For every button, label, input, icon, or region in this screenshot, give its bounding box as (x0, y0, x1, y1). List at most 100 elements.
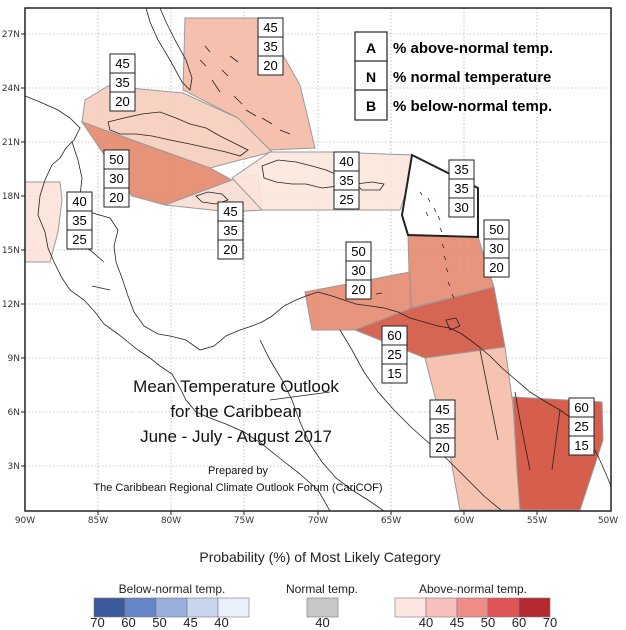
region-value-text: 45 (223, 204, 237, 219)
credit-line: The Caribbean Regional Climate Outlook F… (93, 482, 382, 494)
region-value-text: 40 (339, 154, 353, 169)
region-value-text: 35 (263, 39, 277, 54)
below-scale-number: 60 (121, 615, 135, 630)
region-box-guyana: 45 35 20 (429, 399, 456, 458)
region-value-text: 30 (109, 171, 123, 186)
lon-tick-label: 90W (15, 516, 35, 526)
region-box-cuba: 45 35 20 (109, 53, 136, 112)
puerto-rico-coast (355, 181, 385, 191)
region-value-text: 35 (72, 213, 86, 228)
region-value-cell (66, 229, 93, 250)
region-value-boxes: 4535204535205030204035254535204035253535… (66, 17, 595, 458)
florida-coast (145, 7, 193, 91)
lat-tick-label: 9N (8, 354, 20, 364)
region-box-hispaniola: 40 35 25 (333, 151, 360, 210)
colombia-inland (259, 339, 385, 512)
above-scale-number: 60 (512, 615, 526, 630)
region-value-text: 20 (223, 242, 237, 257)
region-value-text: 25 (72, 232, 86, 247)
probability-scale: 70 60 50 45 40 40 40 45 50 60 70 (90, 597, 557, 630)
region-value-text: 60 (574, 400, 588, 415)
region-value-cell (448, 197, 475, 218)
region-value-text: 50 (489, 222, 503, 237)
region-value-text: 30 (489, 241, 503, 256)
region-value-text: 45 (263, 20, 277, 35)
region-value-text: 30 (351, 263, 365, 278)
region-value-text: 25 (339, 192, 353, 207)
lesser-antilles (419, 191, 455, 299)
cuba-coast (107, 111, 249, 157)
region-box-suriname-guiana: 60 25 15 (568, 397, 595, 456)
normal-scale-number: 40 (315, 615, 329, 630)
map-title-line: June - July - August 2017 (140, 427, 332, 446)
lat-tick-label: 21N (2, 138, 20, 148)
lat-tick-label: 24N (2, 84, 20, 94)
jamaica-coast (195, 191, 229, 205)
region-value-text: 20 (435, 440, 449, 455)
key-legend-row-normal: N % normal temperature (354, 60, 551, 92)
lat-tick-label: 27N (2, 30, 20, 40)
region-value-text: 45 (115, 56, 129, 71)
lon-tick-label: 60W (454, 516, 474, 526)
region-value-text: 35 (115, 75, 129, 90)
trinidad-coast (445, 317, 461, 331)
lat-tick-label: 18N (2, 192, 20, 202)
region-box-abc-islands: 50 30 20 (345, 241, 372, 300)
lon-tick-label: 85W (88, 516, 108, 526)
region-hispaniola (231, 151, 413, 211)
region-value-text: 40 (72, 194, 86, 209)
above-scale-number: 45 (450, 615, 464, 630)
tick-marks (21, 33, 538, 515)
region-box-western-caribbean: 50 30 20 (103, 149, 130, 208)
map-title-line: Mean Temperature Outlook (133, 377, 339, 396)
region-box-windward-islands: 50 30 20 (483, 219, 510, 278)
region-value-text: 35 (454, 162, 468, 177)
bahamas-islands (199, 45, 291, 135)
region-box-central-america: 40 35 25 (66, 191, 93, 250)
lon-tick-label: 55W (527, 516, 547, 526)
region-box-jamaica: 45 35 20 (217, 201, 244, 260)
region-value-text: 15 (387, 366, 401, 381)
key-description: % normal temperature (393, 69, 551, 86)
lat-tick-label: 6N (8, 408, 20, 418)
region-value-cell (483, 257, 510, 278)
key-letter: N (366, 69, 376, 85)
map-title-line: for the Caribbean (170, 402, 301, 421)
region-value-text: 20 (263, 58, 277, 73)
region-box-trinidad: 60 25 15 (381, 325, 408, 384)
region-value-text: 50 (109, 152, 123, 167)
map-title: Mean Temperature Outlook for the Caribbe… (133, 377, 339, 446)
longitude-labels: 90W 85W 80W 75W 70W 65W 60W 55W 50W (15, 516, 618, 526)
region-value-text: 35 (223, 223, 237, 238)
below-scale-number: 50 (152, 615, 166, 630)
above-scale-number: 70 (543, 615, 557, 630)
key-legend-row-below: B % below-normal temp. (354, 89, 552, 121)
normal-label: Normal temp. (286, 582, 358, 596)
above-scale-number: 40 (419, 615, 433, 630)
below-normal-label: Below-normal temp. (119, 582, 226, 596)
region-value-cell (103, 187, 130, 208)
lon-tick-label: 75W (234, 516, 254, 526)
region-value-text: 20 (351, 282, 365, 297)
key-letter: A (366, 40, 376, 56)
region-value-text: 35 (435, 421, 449, 436)
above-normal-label: Above-normal temp. (419, 582, 527, 596)
region-value-text: 30 (454, 200, 468, 215)
region-value-text: 15 (574, 438, 588, 453)
lat-tick-label: 15N (2, 246, 20, 256)
lon-tick-label: 80W (161, 516, 181, 526)
region-value-cell (345, 279, 372, 300)
latitude-labels: 3N 6N 9N 12N 15N 18N 21N 24N 27N (2, 30, 20, 472)
region-box-bahamas: 45 35 20 (257, 17, 284, 76)
region-value-cell (381, 363, 408, 384)
lat-tick-label: 12N (2, 300, 20, 310)
normal-swatch (306, 597, 339, 618)
region-value-text: 60 (387, 328, 401, 343)
below-scale-number: 70 (90, 615, 104, 630)
region-value-cell (257, 55, 284, 76)
region-value-cell (568, 435, 595, 456)
above-swatch (518, 597, 551, 618)
region-box-leeward-islands: 35 35 30 (448, 159, 475, 218)
region-value-text: 25 (574, 419, 588, 434)
